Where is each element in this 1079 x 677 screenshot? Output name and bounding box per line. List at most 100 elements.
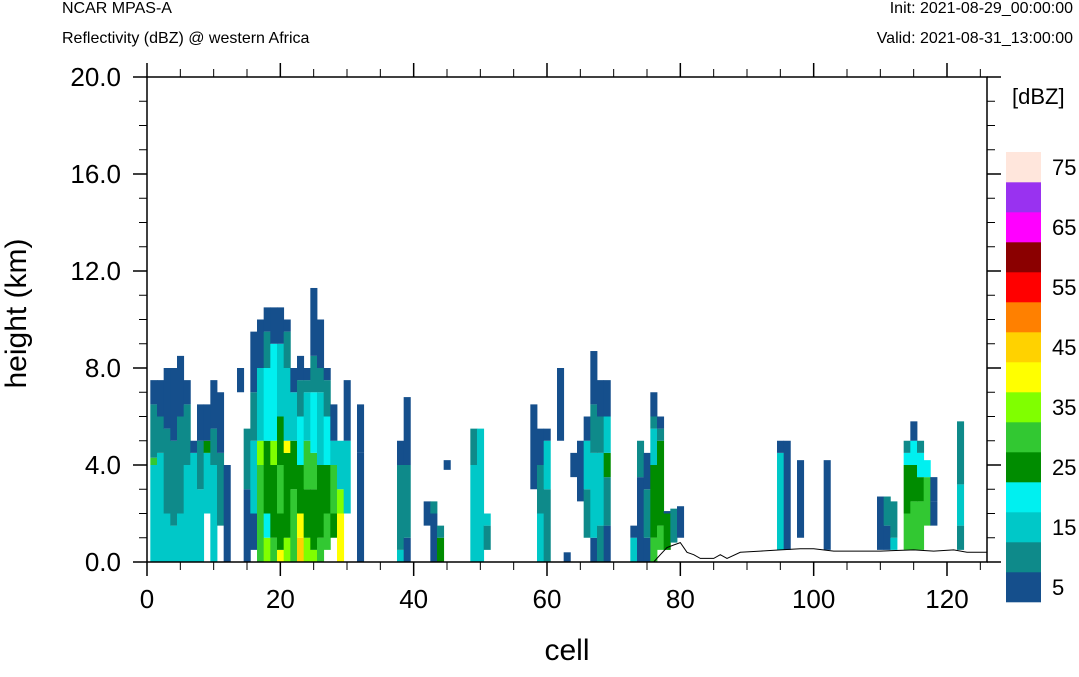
reflectivity-cell [270, 440, 278, 465]
colorbar-swatch [1006, 272, 1041, 303]
reflectivity-cell [650, 465, 658, 538]
axes: 0 20 40 60 80 100 120 0.0 4.0 8.0 12.0 16.0 20.0 [70, 62, 1001, 614]
reflectivity-cell [637, 477, 645, 563]
reflectivity-cell [823, 460, 831, 550]
reflectivity-cell [277, 513, 285, 550]
colorbar-swatch [1006, 182, 1041, 213]
reflectivity-cell [603, 525, 611, 563]
reflectivity-cell [330, 513, 338, 538]
reflectivity-cell [270, 465, 278, 538]
reflectivity-cell [237, 368, 245, 393]
y-tick-label: 8.0 [85, 353, 121, 383]
reflectivity-cell [783, 440, 791, 550]
reflectivity-cell [310, 549, 318, 563]
reflectivity-cell [437, 537, 445, 562]
reflectivity-cell [883, 525, 891, 550]
reflectivity-cell [397, 549, 405, 563]
reflectivity-cell [177, 355, 185, 417]
reflectivity-cell [603, 416, 611, 453]
reflectivity-cell [263, 368, 271, 441]
reflectivity-cell [150, 404, 158, 458]
colorbar-swatch [1006, 512, 1041, 543]
reflectivity-cell [583, 440, 591, 490]
reflectivity-cell [283, 368, 291, 441]
reflectivity-cell [670, 508, 678, 543]
reflectivity-cell [297, 537, 305, 562]
reflectivity-cell [650, 428, 658, 466]
valid-time: Valid: 2021-08-31_13:00:00 [876, 30, 1073, 47]
reflectivity-cell [470, 428, 478, 466]
y-tick-label: 20.0 [70, 62, 121, 92]
reflectivity-cell [317, 537, 325, 562]
reflectivity-cell [263, 537, 271, 562]
reflectivity-cell [603, 452, 611, 478]
reflectivity-cell [150, 457, 158, 465]
reflectivity-cell [163, 428, 171, 514]
reflectivity-cell [537, 465, 545, 514]
colorbar-label: 15 [1052, 515, 1076, 540]
reflectivity-cell [297, 465, 305, 514]
colorbar-label: 35 [1052, 395, 1076, 420]
y-tick-label: 16.0 [70, 159, 121, 189]
reflectivity-cell [323, 416, 331, 465]
reflectivity-cell [250, 331, 258, 393]
reflectivity-cell [957, 484, 965, 526]
reflectivity-cell [543, 489, 551, 562]
reflectivity-cell [917, 501, 925, 550]
reflectivity-cell [403, 537, 411, 562]
reflectivity-cell [643, 489, 651, 538]
reflectivity-cell [563, 552, 571, 562]
reflectivity-cell [597, 380, 605, 417]
reflectivity-cell [317, 465, 325, 538]
reflectivity-cell [630, 525, 638, 538]
colorbar-swatch [1006, 212, 1041, 243]
colorbar-swatch [1006, 392, 1041, 423]
reflectivity-cell [330, 404, 338, 441]
reflectivity-cell [177, 513, 185, 562]
reflectivity-cell [157, 416, 165, 453]
reflectivity-cell [297, 416, 305, 465]
reflectivity-cell [597, 416, 605, 453]
reflectivity-cell [650, 392, 658, 417]
reflectivity-cell [290, 392, 298, 441]
reflectivity-cell [557, 368, 565, 441]
reflectivity-cell [177, 416, 185, 514]
reflectivity-cell [190, 440, 198, 453]
reflectivity-cell [923, 477, 931, 526]
reflectivity-cell [157, 452, 165, 563]
reflectivity-cell [957, 421, 965, 485]
reflectivity-cell [210, 465, 218, 562]
reflectivity-cell [197, 489, 205, 562]
reflectivity-cell [597, 525, 605, 563]
reflectivity-cell [903, 513, 911, 550]
reflectivity-cell [277, 416, 285, 465]
reflectivity-cell [430, 501, 438, 514]
reflectivity-cell [343, 440, 351, 514]
reflectivity-cell [957, 525, 965, 550]
reflectivity-cell [663, 511, 671, 514]
reflectivity-cell [437, 525, 445, 538]
reflectivity-cell [170, 368, 178, 441]
colorbar-swatch [1006, 332, 1041, 363]
reflectivity-cell [303, 380, 311, 393]
reflectivity-cell [303, 392, 311, 441]
reflectivity-cell [890, 537, 898, 550]
x-tick-label: 100 [792, 584, 835, 614]
reflectivity-cell [210, 428, 218, 466]
reflectivity-cell [397, 440, 405, 465]
colorbar-title: [dBZ] [1012, 84, 1065, 109]
reflectivity-cell [297, 355, 305, 381]
reflectivity-cell [663, 513, 671, 550]
reflectivity-cell [217, 392, 225, 453]
reflectivity-cell [590, 351, 598, 405]
colorbar-label: 75 [1052, 155, 1076, 180]
reflectivity-cell [630, 537, 638, 562]
reflectivity-cell [930, 477, 938, 502]
reflectivity-cell [243, 489, 251, 562]
reflectivity-cell [197, 440, 205, 490]
reflectivity-cell [657, 416, 665, 429]
reflectivity-cell [543, 440, 551, 490]
reflectivity-cell [583, 416, 591, 441]
reflectivity-cell [263, 307, 271, 332]
